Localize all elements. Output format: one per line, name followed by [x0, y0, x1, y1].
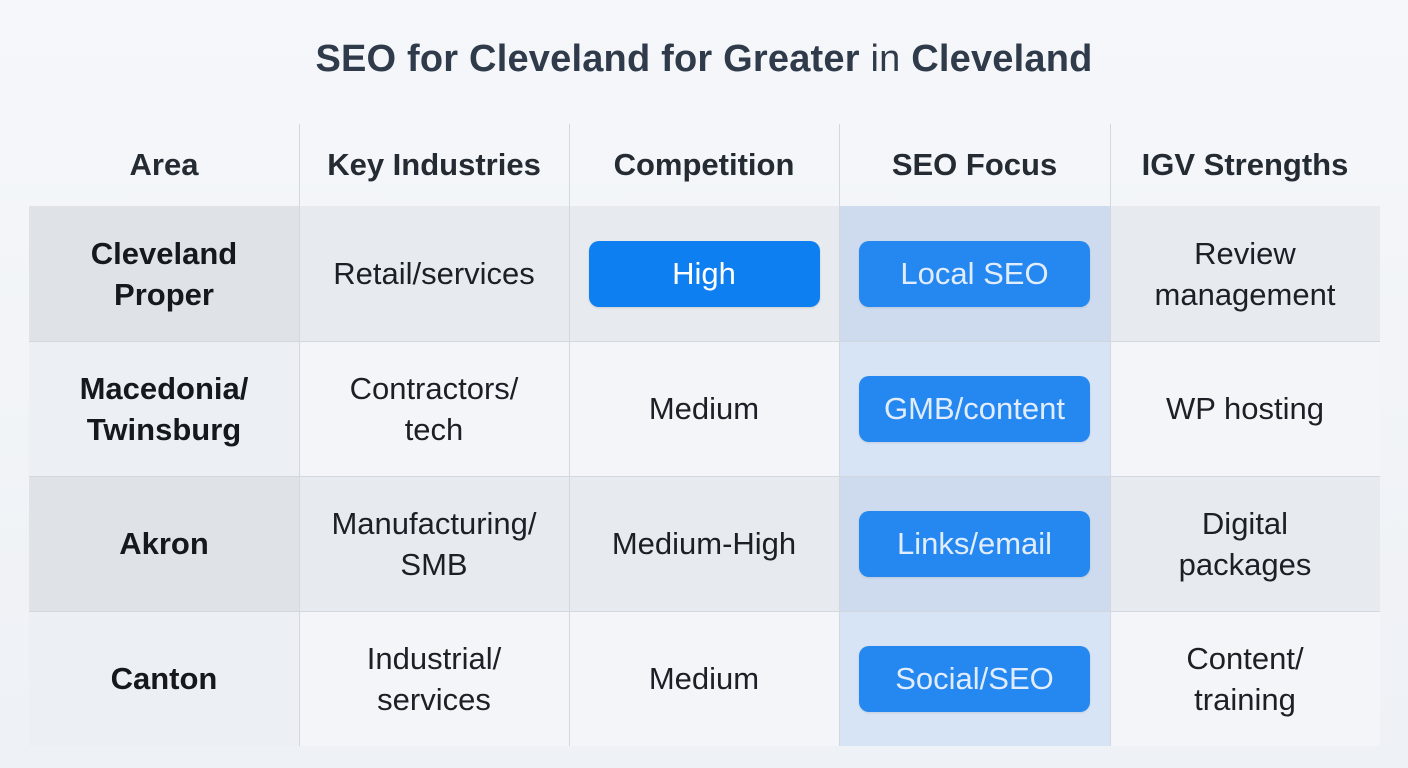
seo-focus-badge: Links/email [859, 510, 1090, 577]
column-header-area: Area [129, 147, 199, 182]
column-header-seo-focus: SEO Focus [891, 147, 1058, 182]
title-part-1: SEO for Cleveland for Greater [315, 38, 860, 80]
column-divider [839, 124, 840, 746]
column-divider [299, 124, 300, 746]
column-header-igv-strengths: IGV Strengths [1141, 147, 1349, 182]
seo-focus-badge: Local SEO [859, 240, 1090, 307]
table-row: Canton Industrial/ services Medium Socia… [29, 611, 1380, 746]
table-row: Akron Manufacturing/ SMB Medium-High Lin… [29, 476, 1380, 611]
column-divider [569, 124, 570, 746]
competition-badge: High [588, 240, 820, 307]
title-part-3: Cleveland [911, 38, 1093, 80]
seo-focus-badge: GMB/content [859, 375, 1090, 442]
cell-competition: High [569, 206, 839, 341]
cell-igv-strengths: WP hosting [1166, 391, 1324, 426]
title-part-2: in [859, 38, 912, 80]
seo-focus-badge: Social/SEO [859, 645, 1090, 712]
cell-area: Macedonia/ Twinsburg [29, 341, 299, 476]
cell-area: Cleveland Proper [29, 206, 299, 341]
cell-area: Akron [29, 476, 299, 611]
cell-igv-strengths: Digital packages [1178, 505, 1312, 582]
row-divider [29, 341, 1380, 342]
column-divider [1110, 124, 1111, 746]
cell-key-industries: Contractors/ tech [349, 370, 519, 447]
cell-key-industries: Industrial/ services [366, 640, 502, 717]
page-title: SEO for Cleveland for Greater in Clevela… [0, 38, 1408, 81]
cell-area: Canton [29, 611, 299, 746]
table-header-row: Area Key Industries Competition SEO Focu… [29, 124, 1380, 206]
table-row: Cleveland Proper Retail/services High Lo… [29, 206, 1380, 341]
column-header-competition: Competition [613, 147, 795, 182]
cell-igv-strengths: Content/ training [1186, 640, 1304, 717]
column-header-key-industries: Key Industries [327, 147, 541, 182]
cell-key-industries: Manufacturing/ SMB [331, 505, 537, 582]
comparison-table: Area Key Industries Competition SEO Focu… [29, 124, 1380, 746]
cell-key-industries: Retail/services [333, 256, 535, 291]
cell-seo-focus: Local SEO [839, 206, 1110, 341]
cell-seo-focus: Links/email [839, 476, 1110, 611]
cell-igv-strengths: Review management [1154, 235, 1336, 312]
cell-competition: Medium [648, 661, 760, 696]
cell-competition: Medium [648, 391, 760, 426]
row-divider [29, 611, 1380, 612]
cell-competition: Medium-High [611, 526, 797, 561]
table-row: Macedonia/ Twinsburg Contractors/ tech M… [29, 341, 1380, 476]
cell-seo-focus: Social/SEO [839, 611, 1110, 746]
cell-seo-focus: GMB/content [839, 341, 1110, 476]
row-divider [29, 476, 1380, 477]
